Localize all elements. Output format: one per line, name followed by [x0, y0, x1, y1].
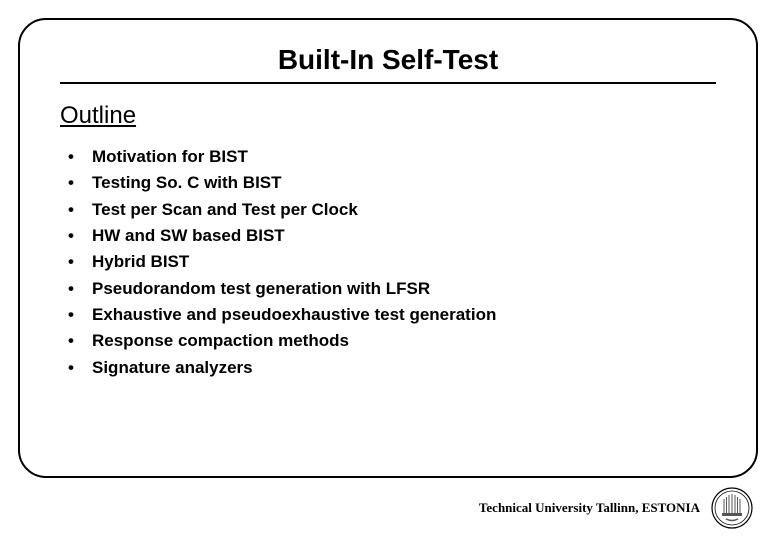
list-item: Hybrid BIST	[66, 249, 716, 275]
list-item: Motivation for BIST	[66, 144, 716, 170]
footer-text: Technical University Tallinn, ESTONIA	[479, 500, 700, 516]
list-item: Testing So. C with BIST	[66, 170, 716, 196]
slide-title: Built-In Self-Test	[60, 44, 716, 76]
slide-frame: Built-In Self-Test Outline Motivation fo…	[18, 18, 758, 478]
list-item: Pseudorandom test generation with LFSR	[66, 276, 716, 302]
list-item: Response compaction methods	[66, 328, 716, 354]
university-logo-icon	[710, 486, 754, 530]
list-item: Test per Scan and Test per Clock	[66, 197, 716, 223]
title-rule	[60, 82, 716, 84]
outline-list: Motivation for BIST Testing So. C with B…	[66, 144, 716, 381]
list-item: Exhaustive and pseudoexhaustive test gen…	[66, 302, 716, 328]
list-item: Signature analyzers	[66, 355, 716, 381]
section-heading: Outline	[60, 102, 716, 130]
slide-footer: Technical University Tallinn, ESTONIA	[479, 486, 754, 530]
list-item: HW and SW based BIST	[66, 223, 716, 249]
